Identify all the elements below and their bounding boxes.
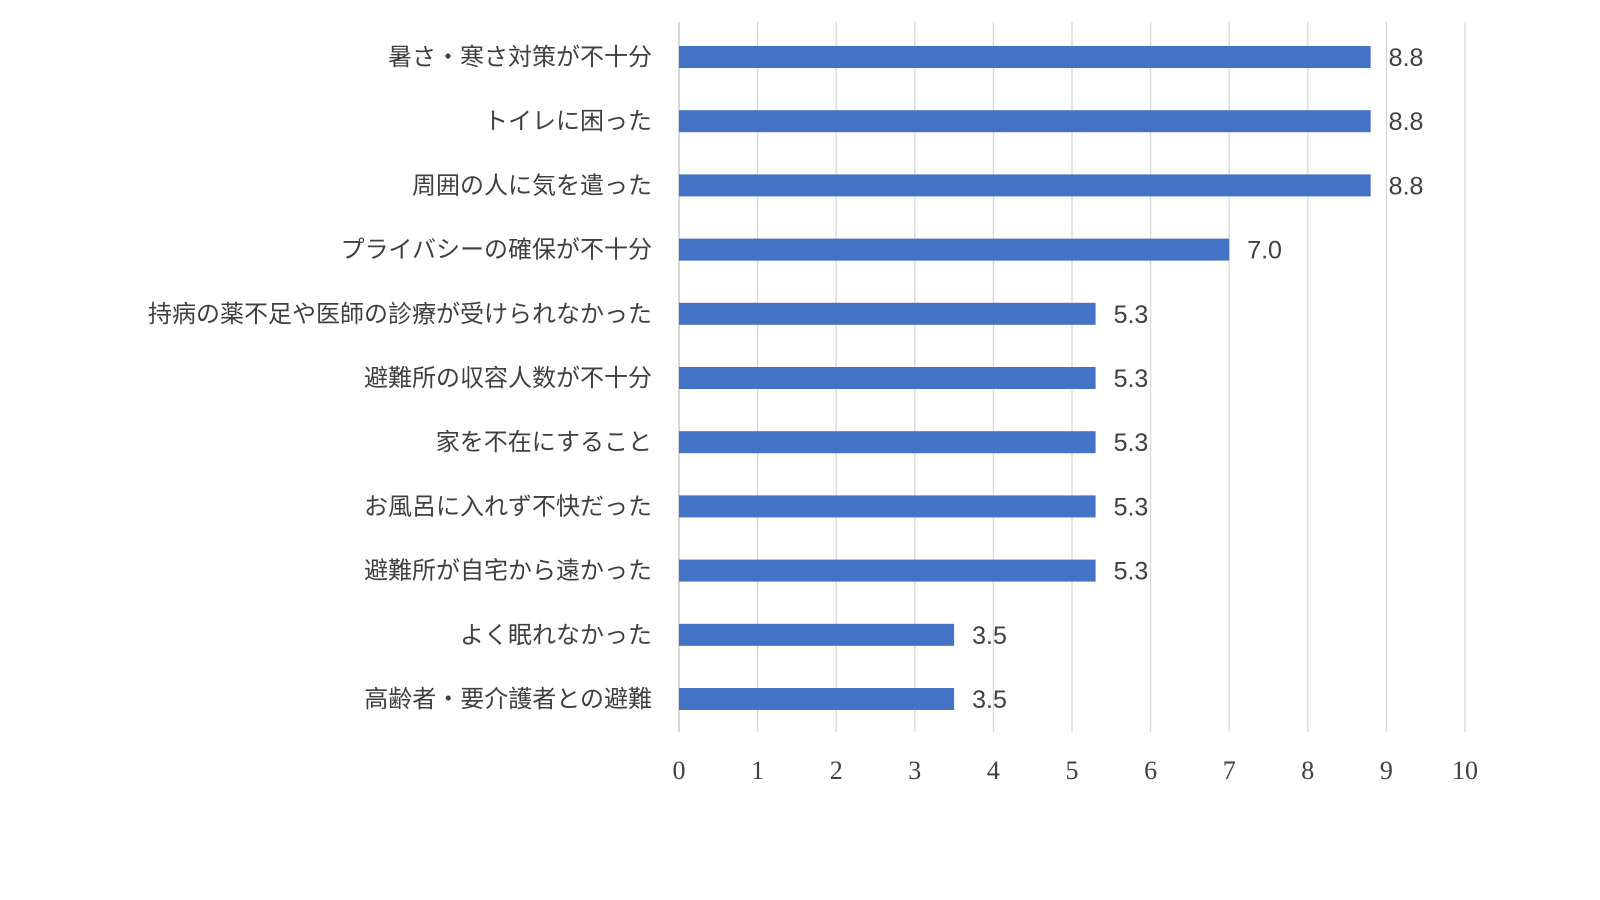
data-labels: 8.8 8.8 8.8 7.0 5.3 5.3 5.3 5.3 5.3 3.5 3.5 [972,44,1423,714]
category-label: 持病の薬不足や医師の診療が受けられなかった [148,300,652,328]
data-label: 5.3 [1114,301,1149,329]
data-label: 5.3 [1114,365,1149,393]
x-tick-labels: 0 1 2 3 4 5 6 7 8 9 10 [673,756,1479,785]
bar [679,495,1096,518]
x-tick-label: 8 [1301,756,1314,785]
data-label: 8.8 [1389,44,1424,72]
category-label: よく眠れなかった [460,621,652,649]
category-label: 家を不在にすること [436,428,652,456]
data-label: 3.5 [972,686,1007,714]
category-label: お風呂に入れず不快だった [364,492,652,520]
bar [679,302,1096,325]
category-label: トイレに困った [484,107,652,135]
data-label: 5.3 [1114,558,1149,586]
data-label: 3.5 [972,622,1007,650]
bar [679,238,1230,261]
x-tick-label: 4 [987,756,1000,785]
bar [679,623,955,646]
category-label: 周囲の人に気を遣った [412,171,652,199]
category-label: 暑さ・寒さ対策が不十分 [388,43,652,71]
bars [679,46,1371,710]
bar [679,431,1096,454]
bar [679,110,1371,133]
x-tick-label: 2 [830,756,843,785]
x-tick-label: 1 [751,756,764,785]
x-tick-label: 9 [1380,756,1393,785]
x-tick-label: 3 [908,756,921,785]
data-label: 7.0 [1247,237,1282,265]
category-label: 避難所の収容人数が不十分 [364,364,652,392]
bar [679,46,1371,68]
data-label: 8.8 [1389,172,1424,200]
bar [679,367,1096,389]
category-label: 高齢者・要介護者との避難 [364,685,652,713]
x-tick-label: 10 [1452,756,1478,785]
data-label: 8.8 [1389,108,1424,136]
category-labels: 暑さ・寒さ対策が不十分トイレに困った周囲の人に気を遣ったプライバシーの確保が不十… [148,43,652,713]
data-label: 5.3 [1114,493,1149,521]
bar [679,559,1096,582]
bar [679,688,955,710]
bar [679,174,1371,197]
x-tick-label: 0 [673,756,686,785]
x-tick-label: 7 [1223,756,1236,785]
category-label: プライバシーの確保が不十分 [340,236,652,264]
x-tick-label: 6 [1144,756,1157,785]
category-label: 避難所が自宅から遠かった [364,557,652,585]
data-label: 5.3 [1114,429,1149,457]
x-tick-label: 5 [1066,756,1079,785]
